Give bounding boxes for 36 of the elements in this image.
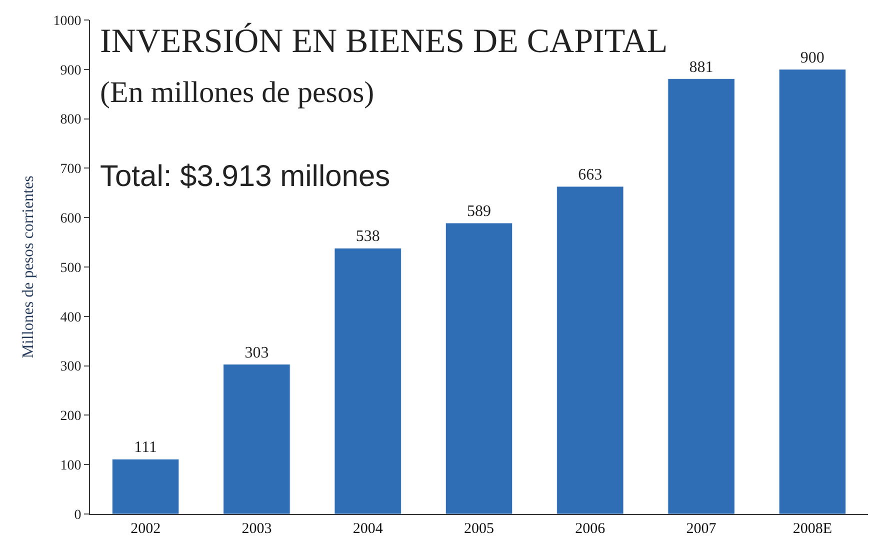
data-label: 900: [800, 49, 824, 66]
y-tick-label: 800: [60, 112, 82, 128]
data-label: 538: [356, 228, 380, 246]
bar: [112, 458, 180, 514]
y-tick-label: 200: [60, 409, 82, 424]
data-label: 663: [578, 166, 602, 184]
annotation: Total: $3.913 millones: [100, 160, 390, 193]
bar: [445, 222, 513, 514]
y-axis-title: Millones de pesos corrientes: [20, 176, 38, 358]
x-tick-label: 2002: [130, 521, 161, 537]
y-tick-label: 700: [60, 162, 82, 178]
y-tick-label: 100: [60, 458, 82, 474]
x-tick-label: 2006: [575, 521, 606, 537]
bar: [223, 364, 290, 514]
data-label: 303: [244, 344, 269, 362]
bar: [668, 78, 735, 514]
chart-title: INVERSIÓN EN BIENES DE CAPITAL: [100, 22, 668, 60]
y-tick-label: 400: [60, 310, 82, 326]
data-label: 111: [134, 439, 157, 456]
y-tick-label: 0: [74, 508, 82, 523]
x-tick-label: 2003: [242, 521, 272, 537]
text: (En millones de pesos): [100, 76, 374, 109]
bar: [334, 248, 402, 514]
data-label: 589: [467, 203, 491, 220]
y-tick-label: 900: [60, 63, 82, 78]
y-tick-label: 500: [60, 260, 82, 276]
x-tick-label: 2008E: [792, 521, 832, 537]
bar: [778, 69, 846, 514]
x-tick-label: 2005: [464, 521, 494, 537]
x-tick-label: 2007: [686, 521, 717, 537]
data-label: 881: [689, 58, 714, 76]
x-tick-label: 2004: [352, 521, 384, 537]
bar: [556, 186, 624, 514]
y-tick-label: 600: [60, 212, 82, 226]
y-tick-label: 1000: [53, 14, 82, 29]
y-tick-label: 300: [60, 360, 82, 375]
